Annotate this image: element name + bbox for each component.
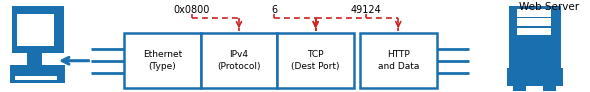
- Text: TCP
(Dest Port): TCP (Dest Port): [291, 51, 340, 71]
- Text: Web Server: Web Server: [519, 2, 579, 12]
- Bar: [277, 33, 354, 88]
- Bar: [513, 85, 526, 91]
- Bar: [509, 6, 561, 69]
- Text: 0x0800: 0x0800: [173, 5, 210, 15]
- Text: IPv4
(Protocol): IPv4 (Protocol): [217, 51, 261, 71]
- Bar: [543, 85, 556, 91]
- Bar: [517, 18, 551, 26]
- Bar: [17, 14, 54, 46]
- Text: Ethernet
(Type): Ethernet (Type): [143, 51, 182, 71]
- Bar: [10, 65, 65, 83]
- Text: 49124: 49124: [350, 5, 381, 15]
- Bar: [507, 68, 563, 86]
- Bar: [517, 28, 551, 35]
- Bar: [15, 76, 57, 80]
- Bar: [12, 6, 64, 53]
- Bar: [27, 52, 42, 66]
- Text: HTTP
and Data: HTTP and Data: [378, 51, 419, 71]
- Bar: [517, 9, 551, 17]
- Bar: [124, 33, 201, 88]
- Bar: [201, 33, 277, 88]
- Text: 6: 6: [271, 5, 277, 15]
- Bar: [360, 33, 437, 88]
